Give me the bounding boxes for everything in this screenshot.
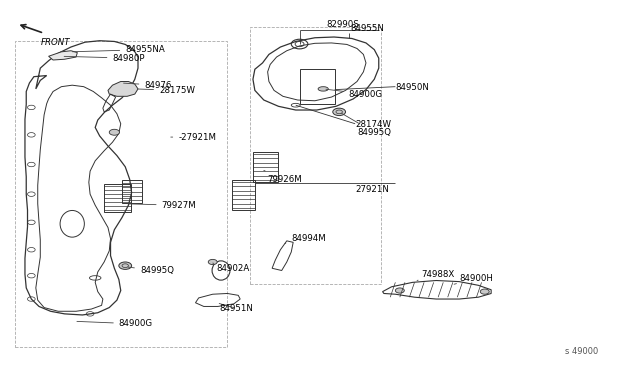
- Text: 82990S: 82990S: [326, 20, 359, 29]
- Text: -27921M: -27921M: [171, 132, 216, 142]
- Text: 84994M: 84994M: [285, 234, 326, 243]
- Text: 84955N: 84955N: [351, 24, 385, 33]
- Bar: [250, 27, 381, 284]
- Circle shape: [208, 259, 217, 264]
- Text: 74988X: 74988X: [417, 270, 454, 280]
- Text: 84900G: 84900G: [77, 320, 153, 328]
- Circle shape: [396, 288, 404, 293]
- Text: 28175W: 28175W: [138, 86, 195, 95]
- Polygon shape: [108, 81, 138, 96]
- Circle shape: [480, 289, 489, 294]
- Circle shape: [119, 262, 132, 269]
- Text: 28174W: 28174W: [355, 121, 391, 129]
- Text: 84951N: 84951N: [219, 304, 253, 313]
- Text: 84980P: 84980P: [64, 54, 145, 62]
- Text: 84902A: 84902A: [212, 263, 250, 273]
- Bar: [122, 180, 143, 203]
- Bar: [104, 184, 131, 212]
- Text: 84976: 84976: [124, 81, 172, 90]
- Ellipse shape: [318, 87, 328, 91]
- Text: s 49000: s 49000: [564, 347, 598, 356]
- Polygon shape: [49, 51, 77, 60]
- Bar: [15, 41, 227, 347]
- Circle shape: [109, 129, 120, 135]
- Bar: [232, 180, 255, 210]
- Text: 84950N: 84950N: [396, 83, 429, 92]
- Bar: [300, 68, 335, 104]
- Text: 84995Q: 84995Q: [128, 266, 174, 275]
- Text: 84900G: 84900G: [326, 89, 383, 99]
- Text: 84955NA: 84955NA: [72, 45, 165, 54]
- Text: 27921N: 27921N: [355, 185, 389, 194]
- Text: 84900H: 84900H: [454, 274, 493, 284]
- Text: FRONT: FRONT: [40, 38, 70, 47]
- Text: 79926M: 79926M: [264, 170, 302, 184]
- Text: 84995Q: 84995Q: [342, 113, 391, 137]
- Circle shape: [333, 108, 346, 116]
- Text: 79927M: 79927M: [128, 201, 196, 210]
- Bar: [253, 152, 278, 182]
